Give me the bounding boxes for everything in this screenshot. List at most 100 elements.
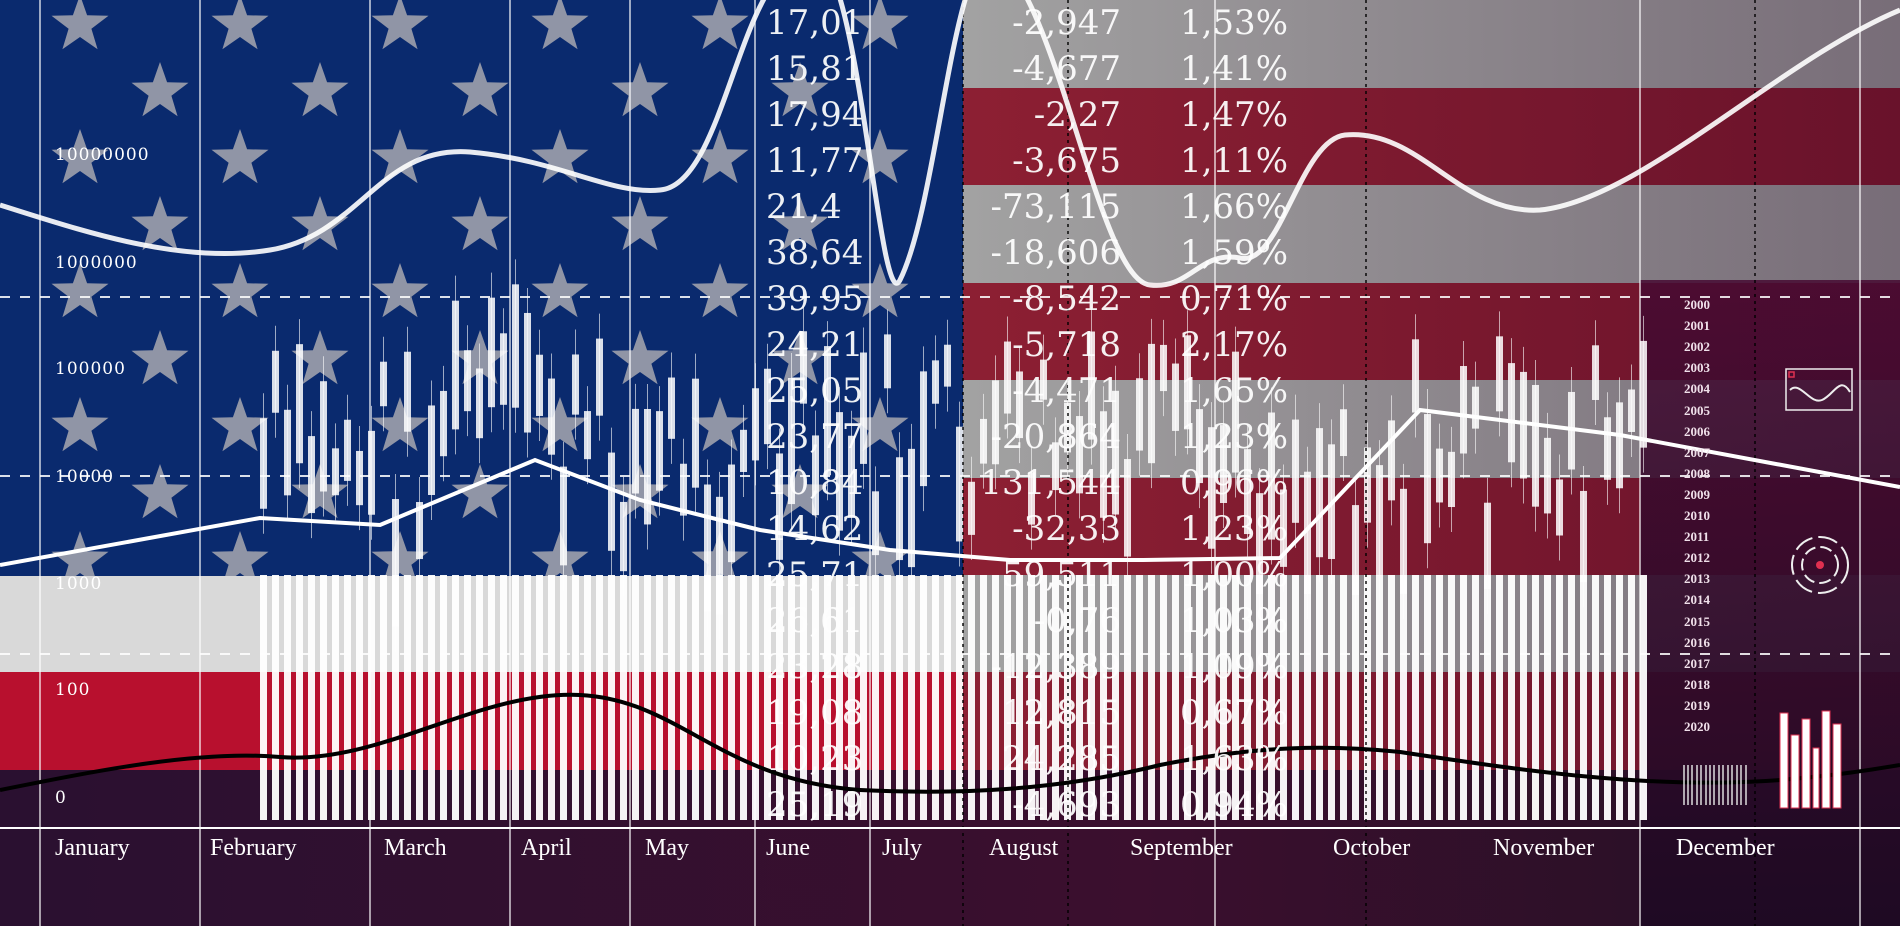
volume-bar [1532,575,1539,820]
volume-bar [800,575,807,820]
star-icon [51,129,109,184]
white-trend-curve [0,0,1900,288]
barcode-icon [1683,765,1747,805]
volume-bar [308,575,315,820]
year-label: 2020 [1684,719,1710,734]
volume-bar [1436,575,1443,820]
star-icon [131,196,189,251]
star-icon [691,129,749,184]
volume-bar [1100,575,1107,820]
volume-bar [296,575,303,820]
volume-bar [500,575,507,820]
month-label: November [1493,835,1595,861]
table-cell: 1,47% [1179,95,1288,135]
table-cell: 2,17% [1179,325,1288,365]
month-label: July [882,835,923,861]
volume-bar [1292,575,1299,820]
volume-bar [1520,575,1527,820]
y-axis-label: 10000 [55,467,115,487]
volume-bar [1496,575,1503,820]
y-axis-label: 1000000 [55,253,138,273]
table-cell: -2,947 [1012,3,1121,43]
volume-bar [1640,575,1647,820]
star-icon [371,129,429,184]
volume-bar [1364,575,1371,820]
volume-bar [860,575,867,820]
star-icon [851,0,909,50]
star-icon [451,196,509,251]
table-cell: 12,815 [1002,693,1121,733]
volume-bar [920,575,927,820]
volume-bar [1124,575,1131,820]
volume-bar [1616,575,1623,820]
volume-bar [1556,575,1563,820]
volume-bar [404,575,411,820]
table-cell: 1,23% [1179,417,1288,457]
volume-bar [1460,575,1467,820]
year-label: 2003 [1684,360,1710,376]
table-cell: 1,41% [1179,49,1288,89]
table-cell: 14,62 [766,509,864,549]
volume-bar [692,575,699,820]
right-panel [1640,280,1900,926]
star-icon [131,62,189,117]
year-label: 2000 [1684,297,1710,312]
month-label: June [766,835,810,861]
volume-bar [1256,575,1263,820]
volume-bar [440,575,447,820]
volume-bar [1172,575,1179,820]
star-icon [371,263,429,318]
volume-bar [1352,575,1359,820]
table-cell: -4,471 [1012,371,1121,411]
volume-bar [776,575,783,820]
y-axis-label: 10000000 [55,145,150,165]
star-icon [371,531,429,576]
volume-bar [344,575,351,820]
volume-bar [1268,575,1275,820]
star-icon [851,129,909,184]
volume-bar [1052,575,1059,820]
volume-bar [392,575,399,820]
volume-bar [884,575,891,820]
black-line [0,692,1900,794]
volume-bar [1544,575,1551,820]
year-label: 2002 [1684,339,1710,355]
month-label: March [384,835,447,861]
volume-bar [572,575,579,820]
table-cell: 131,544 [980,463,1121,503]
table-cell: -73,115 [990,187,1121,227]
table-cell: 0,71% [1179,279,1288,319]
table-cell: 1,09% [1179,647,1288,687]
month-label: August [989,835,1059,861]
star-icon [611,330,669,385]
volume-bar [704,575,711,820]
star-icon [211,531,269,576]
table-cell: -4,677 [1012,49,1121,89]
volume-bar [1388,575,1395,820]
volume-bar [380,575,387,820]
month-label: December [1676,835,1775,861]
table-cell: 24,285 [1002,739,1121,779]
table-cell: 25,71 [766,555,864,595]
star-icon [371,397,429,452]
star-icon [531,263,589,318]
volume-bar [1088,575,1095,820]
table-cell: 1,65% [1179,371,1288,411]
year-label: 2004 [1684,381,1710,397]
table-cell: 0,67% [1179,693,1288,733]
volume-bar [272,575,279,820]
star-icon [771,62,829,117]
volume-bar [560,575,567,820]
star-icon [851,263,909,318]
star-icon [371,0,429,50]
volume-bar [728,575,735,820]
star-icon [611,196,669,251]
year-label: 2010 [1684,508,1710,523]
volume-bar [1376,575,1383,820]
volume-bar [284,575,291,820]
volume-bar [992,575,999,820]
volume-bar [1592,575,1599,820]
star-icon [691,0,749,50]
volume-bar [932,575,939,820]
